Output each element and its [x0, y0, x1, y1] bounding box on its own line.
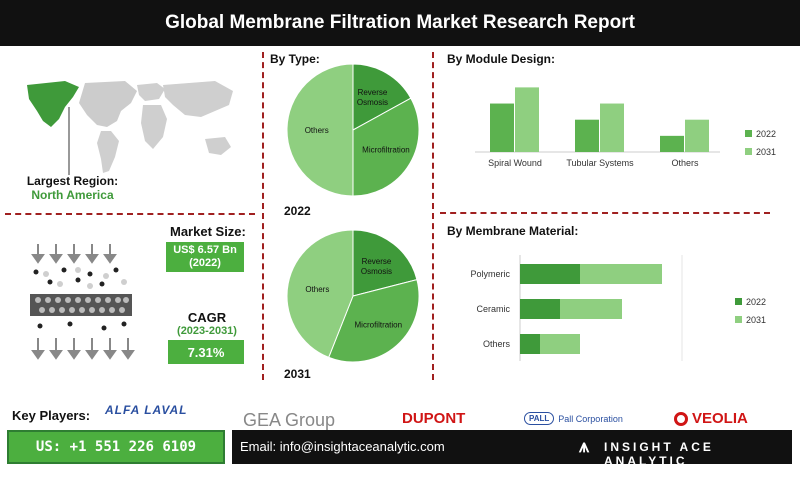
market-size-value: US$ 6.57 Bn — [173, 244, 237, 256]
material-bar-2-0 — [520, 334, 540, 354]
pie-slice-1-2 — [286, 229, 354, 359]
material-bar-1-0 — [520, 299, 560, 319]
module-legend-1: 2031 — [756, 147, 776, 157]
cagr-value: 7.31% — [168, 340, 244, 364]
north-america-shape — [27, 81, 79, 127]
module-legend-0: 2022 — [756, 129, 776, 139]
module-design-chart: Spiral Wound Tubular Systems Others 2022 203… — [475, 87, 776, 168]
material-bar-2-1 — [540, 334, 580, 354]
module-legend-swatch-0 — [745, 130, 752, 137]
material-tick-1: Ceramic — [476, 304, 510, 314]
logo-gea: GEA Group — [243, 410, 335, 431]
market-size-year: (2022) — [189, 257, 221, 269]
cagr-period: (2023-2031) — [177, 325, 237, 337]
pie-label-1-1: Microfiltration — [355, 321, 403, 330]
filtration-illustration — [30, 244, 135, 360]
module-bar-0-0 — [490, 103, 514, 152]
world-map — [27, 81, 233, 175]
material-legend-swatch-1 — [735, 316, 742, 323]
material-legend-1: 2031 — [746, 315, 766, 325]
pie-slice-0-1 — [352, 97, 420, 197]
footer-bar: Email: info@insightaceanalytic.com ⩚ INS… — [232, 430, 792, 468]
module-tick-2: Others — [671, 158, 699, 168]
material-tick-0: Polymeric — [470, 269, 510, 279]
material-tick-2: Others — [483, 339, 511, 349]
contact-email[interactable]: Email: info@insightaceanalytic.com — [240, 439, 445, 454]
divider-left — [262, 52, 264, 380]
report-title: Global Membrane Filtration Market Resear… — [0, 0, 800, 46]
material-bar-0-1 — [580, 264, 662, 284]
logo-veolia-text: VEOLIA — [692, 410, 748, 427]
logo-pall-text: Pall Corporation — [558, 413, 623, 424]
brand-logo-icon: ⩚ — [579, 436, 590, 456]
contact-phone[interactable]: US: +1 551 226 6109 — [7, 430, 225, 464]
pie-label-0-2: Others — [305, 126, 329, 135]
pie-slice-0-0 — [352, 63, 412, 131]
pie-slice-0-2 — [286, 63, 354, 197]
logo-gea-text: GEA Group — [243, 410, 336, 430]
logo-alfa-laval: ALFA LAVAL — [105, 403, 188, 417]
pie-chart-2022: Reverse Osmosis Microfiltration Others — [286, 63, 420, 197]
key-players-label: Key Players: — [12, 408, 91, 423]
largest-region-label: Largest Region: — [26, 174, 119, 188]
pie-label-1-2: Others — [305, 285, 329, 294]
pie-slice-1-0 — [352, 229, 418, 297]
divider-left-h — [5, 213, 255, 215]
pie-label-1-0: Reverse Osmosis — [361, 257, 392, 276]
logo-dupont: DUPONT — [402, 410, 466, 427]
pie-2031-year: 2031 — [284, 367, 311, 381]
pie-label-0-0: Reverse Osmosis — [357, 88, 388, 107]
module-bar-2-0 — [660, 135, 684, 152]
brand-name: INSIGHT ACE ANALYTIC — [604, 440, 714, 468]
pie-label-0-1: Microfiltration — [362, 145, 410, 154]
module-bar-0-1 — [515, 87, 539, 152]
divider-right-h — [440, 212, 770, 214]
logo-pall: PALL Pall Corporation — [524, 412, 623, 425]
membrane-material-chart: Polymeric Ceramic Others 2022 2031 — [470, 255, 766, 361]
module-bar-1-0 — [575, 119, 599, 152]
membrane-material-title: By Membrane Material: — [447, 224, 579, 238]
module-legend-swatch-1 — [745, 148, 752, 155]
module-design-title: By Module Design: — [447, 52, 556, 66]
module-bar-2-1 — [685, 119, 709, 152]
cagr-label: CAGR — [187, 310, 227, 325]
pie-chart-2031: Reverse Osmosis Microfiltration Others — [286, 229, 420, 363]
market-size-label: Market Size: — [170, 224, 246, 239]
pie-slice-1-1 — [328, 278, 420, 363]
by-type-title: By Type: — [270, 52, 320, 66]
module-tick-1: Tubular Systems — [566, 158, 634, 168]
material-legend-swatch-0 — [735, 298, 742, 305]
divider-right — [432, 52, 434, 380]
bottom-margin — [0, 470, 800, 481]
pie-2022-year: 2022 — [284, 204, 311, 218]
logo-veolia: VEOLIA — [674, 410, 748, 427]
module-bar-1-1 — [600, 103, 624, 152]
module-tick-0: Spiral Wound — [488, 158, 542, 168]
material-bar-0-0 — [520, 264, 580, 284]
veolia-icon — [674, 411, 688, 426]
market-size-box: US$ 6.57 Bn (2022) — [166, 242, 244, 272]
material-legend-0: 2022 — [746, 297, 766, 307]
largest-region-value: North America — [31, 188, 114, 202]
pall-icon: PALL — [524, 412, 555, 425]
material-bar-1-1 — [560, 299, 622, 319]
